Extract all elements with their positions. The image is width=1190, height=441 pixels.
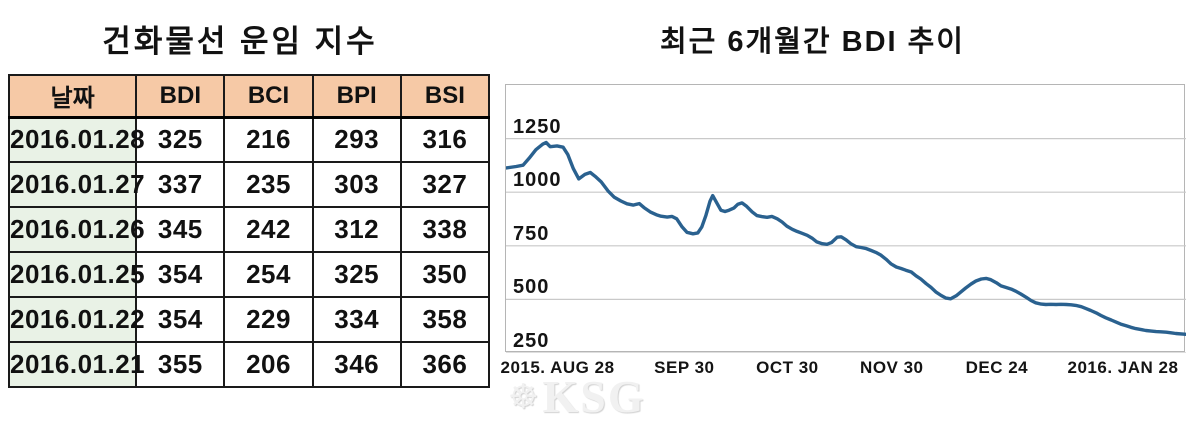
y-axis-tick-label: 500: [513, 276, 550, 299]
table-row: 2016.01.27 337 235 303 327: [7, 161, 491, 208]
cell-bdi: 345: [135, 206, 226, 253]
column-header-bci: BCI: [223, 74, 314, 119]
column-header-bdi: BDI: [135, 74, 226, 119]
table-row: 2016.01.25 354 254 325 350: [7, 251, 491, 298]
ksg-watermark: ☸ KSG: [508, 371, 646, 422]
x-axis-tick-label: OCT 30: [756, 358, 819, 377]
cell-bdi: 337: [135, 161, 226, 208]
table-header: 날짜 BDI BCI BPI BSI: [7, 74, 491, 119]
x-axis-tick-label: DEC 24: [965, 358, 1029, 377]
cell-bsi: 350: [399, 251, 491, 298]
bdi-line-chart-canvas: [506, 137, 1186, 353]
cell-bci: 206: [223, 341, 314, 388]
cell-bsi: 338: [399, 206, 491, 253]
cell-date: 2016.01.26: [7, 206, 145, 253]
cell-bpi: 346: [311, 341, 402, 388]
y-axis-tick-label: 1250: [513, 115, 562, 138]
table-row: 2016.01.21 355 206 346 366: [7, 341, 491, 388]
bdi-line-chart: 1250 1000 750 500 250 2015. AUG 28 SEP 3…: [500, 84, 1186, 377]
cell-bpi: 334: [311, 296, 402, 343]
x-axis-tick-label: SEP 30: [654, 358, 715, 377]
cell-bdi: 325: [135, 116, 226, 163]
column-header-bsi: BSI: [399, 74, 491, 119]
y-axis-tick-label: 250: [513, 330, 550, 352]
x-axis-tick-label: 2016. JAN 28: [1067, 358, 1179, 377]
cell-bpi: 303: [311, 161, 402, 208]
y-axis-tick-label: 1000: [513, 169, 562, 192]
table-row: 2016.01.28 325 216 293 316: [7, 116, 491, 163]
cell-date: 2016.01.21: [7, 341, 145, 388]
table-body: 2016.01.28 325 216 293 316 2016.01.27 33…: [7, 116, 491, 388]
table-row: 2016.01.22 354 229 334 358: [7, 296, 491, 343]
column-header-date: 날짜: [7, 74, 138, 119]
table-title: 건화물선 운임 지수: [102, 24, 378, 59]
cell-bci: 235: [223, 161, 314, 208]
cell-bci: 229: [223, 296, 314, 343]
cell-bsi: 366: [399, 341, 491, 388]
x-axis-tick-label: NOV 30: [860, 358, 924, 377]
cell-bsi: 358: [399, 296, 491, 343]
cell-bpi: 325: [311, 251, 402, 298]
y-axis-tick-label: 750: [513, 222, 550, 245]
cell-bci: 242: [223, 206, 314, 253]
cell-date: 2016.01.25: [7, 251, 145, 298]
x-axis-tick-label: 2015. AUG 28: [500, 358, 615, 377]
cell-bci: 216: [223, 116, 314, 163]
cell-bdi: 355: [135, 341, 226, 388]
watermark-text: KSG: [542, 371, 646, 422]
table-header-row: 날짜 BDI BCI BPI BSI: [7, 74, 491, 119]
cell-bpi: 293: [311, 116, 402, 163]
ship-wheel-icon: ☸: [508, 378, 539, 416]
cell-bdi: 354: [135, 296, 226, 343]
cell-bsi: 327: [399, 161, 491, 208]
cell-date: 2016.01.27: [7, 161, 145, 208]
cell-bsi: 316: [399, 116, 491, 163]
cell-date: 2016.01.28: [7, 116, 145, 163]
cell-bci: 254: [223, 251, 314, 298]
chart-title: 최근 6개월간 BDI 추이: [659, 26, 965, 58]
table-row: 2016.01.26 345 242 312 338: [7, 206, 491, 253]
cell-bpi: 312: [311, 206, 402, 253]
cell-date: 2016.01.22: [7, 296, 145, 343]
column-header-bpi: BPI: [311, 74, 402, 119]
freight-index-table: 날짜 BDI BCI BPI BSI 2016.01.28 325 216 29…: [7, 74, 491, 388]
cell-bdi: 354: [135, 251, 226, 298]
